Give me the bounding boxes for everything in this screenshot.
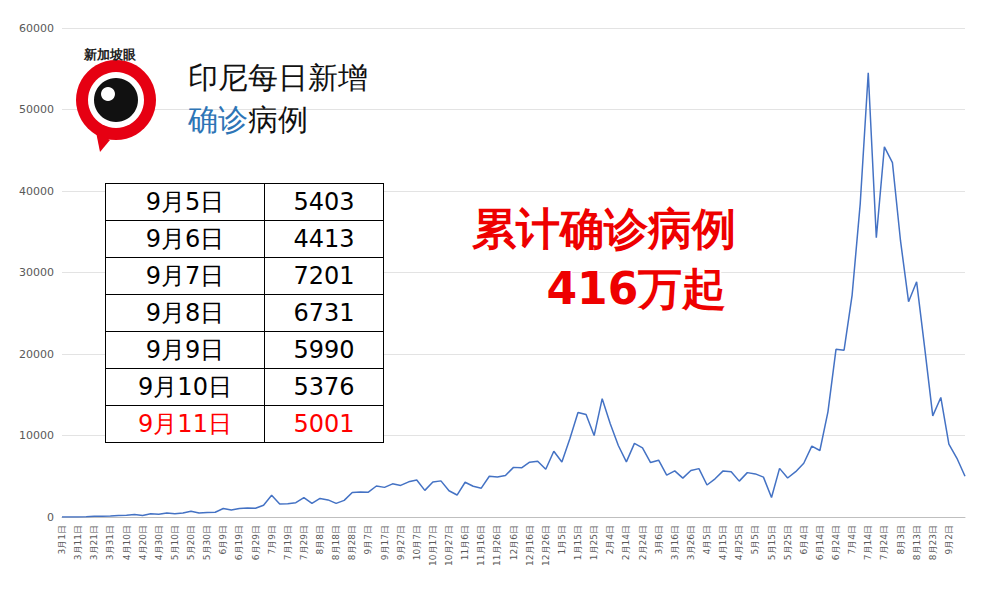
svg-text:5月30日: 5月30日 [202,525,212,560]
svg-text:6月9日: 6月9日 [218,525,228,554]
svg-text:9月7日: 9月7日 [363,525,373,554]
svg-text:3月6日: 3月6日 [654,525,664,554]
svg-text:8月18日: 8月18日 [331,525,341,560]
svg-text:3月11日: 3月11日 [73,525,83,560]
svg-text:7月19日: 7月19日 [283,525,293,560]
svg-text:8月28日: 8月28日 [347,525,357,560]
svg-text:10月27日: 10月27日 [444,525,454,566]
svg-text:病例: 病例 [248,102,308,137]
html-text:9月8日: 9月8日 [145,299,225,327]
html-text:5001: 5001 [293,410,355,438]
svg-text:3月16日: 3月16日 [670,525,680,560]
svg-text:2月24日: 2月24日 [638,525,648,560]
svg-text:2月14日: 2月14日 [621,525,631,560]
svg-text:7月9日: 7月9日 [267,525,277,554]
svg-text:10月7日: 10月7日 [412,525,422,560]
html-text:9月10日: 9月10日 [138,373,232,401]
svg-text:6月14日: 6月14日 [815,525,825,560]
svg-text:4月15日: 4月15日 [718,525,728,560]
svg-text:5月10日: 5月10日 [170,525,180,560]
svg-text:3月21日: 3月21日 [89,525,99,560]
html-text:9月7日: 9月7日 [145,262,225,290]
svg-text:7月29日: 7月29日 [299,525,309,560]
html-text:5403: 5403 [293,188,355,216]
svg-text:11月16日: 11月16日 [476,525,486,566]
svg-text:7月24日: 7月24日 [879,525,889,560]
svg-text:30000: 30000 [19,266,54,279]
svg-text:12月26日: 12月26日 [541,525,551,566]
svg-text:印尼每日新增: 印尼每日新增 [188,60,368,95]
svg-text:9月27日: 9月27日 [396,525,406,560]
html-text:9月5日: 9月5日 [145,188,225,216]
svg-text:50000: 50000 [19,103,54,116]
svg-text:10000: 10000 [19,429,54,442]
svg-text:8月3日: 8月3日 [896,525,906,554]
svg-text:5月15日: 5月15日 [767,525,777,560]
html-text:9月6日: 9月6日 [145,225,225,253]
svg-text:4月25日: 4月25日 [734,525,744,560]
svg-text:3月26日: 3月26日 [686,525,696,560]
svg-text:9月17日: 9月17日 [380,525,390,560]
html-text:4413: 4413 [293,225,355,253]
svg-text:6月19日: 6月19日 [234,525,244,560]
svg-text:4月30日: 4月30日 [154,525,164,560]
svg-text:确诊: 确诊 [187,102,248,137]
svg-text:10月17日: 10月17日 [428,525,438,566]
svg-text:11月6日: 11月6日 [460,525,470,560]
svg-text:5月20日: 5月20日 [186,525,196,560]
svg-text:5月25日: 5月25日 [783,525,793,560]
svg-text:40000: 40000 [19,185,54,198]
svg-text:20000: 20000 [19,348,54,361]
html-text:9月9日: 9月9日 [145,336,225,364]
svg-text:6月4日: 6月4日 [799,525,809,554]
svg-text:6月29日: 6月29日 [251,525,261,560]
svg-text:11月26日: 11月26日 [492,525,502,566]
svg-text:2月4日: 2月4日 [605,525,615,554]
html-text:9月11日: 9月11日 [138,410,232,438]
svg-text:3月1日: 3月1日 [57,525,67,554]
html-text:5376: 5376 [293,373,355,401]
svg-text:416万起: 416万起 [547,263,727,314]
svg-text:0: 0 [47,511,54,524]
svg-text:3月31日: 3月31日 [105,525,115,560]
html-text:6731: 6731 [293,299,355,327]
svg-text:9月2日: 9月2日 [944,525,954,554]
html-text:7201: 7201 [293,262,355,290]
svg-text:8月8日: 8月8日 [315,525,325,554]
svg-text:8月13日: 8月13日 [912,525,922,560]
svg-text:12月6日: 12月6日 [509,525,519,560]
svg-text:7月14日: 7月14日 [863,525,873,560]
svg-text:1月25日: 1月25日 [589,525,599,560]
svg-text:60000: 60000 [19,22,54,35]
svg-text:1月5日: 1月5日 [557,525,567,554]
svg-text:新加坡眼: 新加坡眼 [83,47,137,62]
html-text:5990: 5990 [293,336,355,364]
svg-text:6月24日: 6月24日 [831,525,841,560]
svg-text:12月16日: 12月16日 [525,525,535,566]
svg-text:1月15日: 1月15日 [573,525,583,560]
svg-text:累计确诊病例: 累计确诊病例 [472,203,736,254]
svg-text:4月10日: 4月10日 [122,525,132,560]
svg-text:7月4日: 7月4日 [847,525,857,554]
svg-text:4月5日: 4月5日 [702,525,712,554]
svg-text:4月20日: 4月20日 [138,525,148,560]
svg-text:5月5日: 5月5日 [750,525,760,554]
svg-text:8月23日: 8月23日 [928,525,938,560]
